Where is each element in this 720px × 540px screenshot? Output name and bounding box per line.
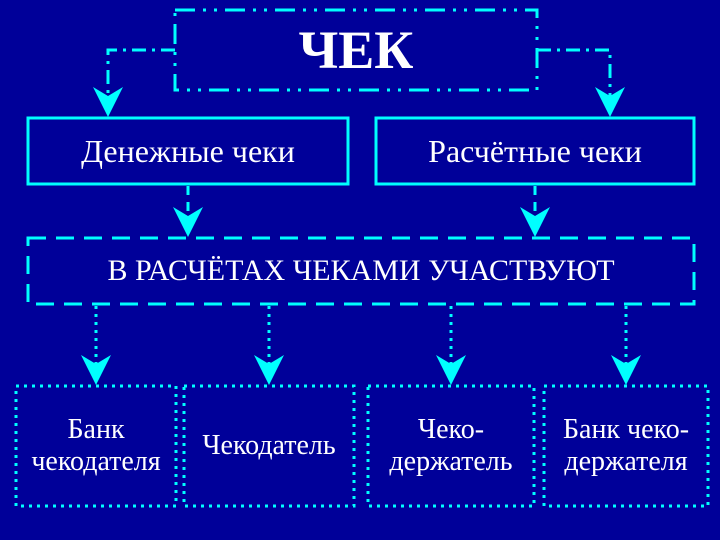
node-label: Банк чеко-держателя [544, 414, 708, 478]
middle-box: В РАСЧЁТАХ ЧЕКАМИ УЧАСТВУЮТ [28, 238, 694, 304]
node-bank-drawer: Банк чекодателя [16, 386, 176, 506]
title-text: ЧЕК [299, 19, 414, 81]
node-label: Расчётные чеки [428, 133, 642, 170]
node-bank-holder: Банк чеко-держателя [544, 386, 708, 506]
node-drawer: Чекодатель [184, 386, 354, 506]
node-holder: Чеко-держатель [368, 386, 534, 506]
node-settlement-cheques: Расчётные чеки [376, 118, 694, 184]
node-money-cheques: Денежные чеки [28, 118, 348, 184]
node-label: Чекодатель [202, 430, 335, 462]
middle-text: В РАСЧЁТАХ ЧЕКАМИ УЧАСТВУЮТ [107, 254, 614, 288]
node-label: Денежные чеки [81, 133, 295, 170]
node-label: Банк чекодателя [16, 414, 176, 478]
node-label: Чеко-держатель [368, 414, 534, 478]
title-box: ЧЕК [175, 10, 537, 90]
